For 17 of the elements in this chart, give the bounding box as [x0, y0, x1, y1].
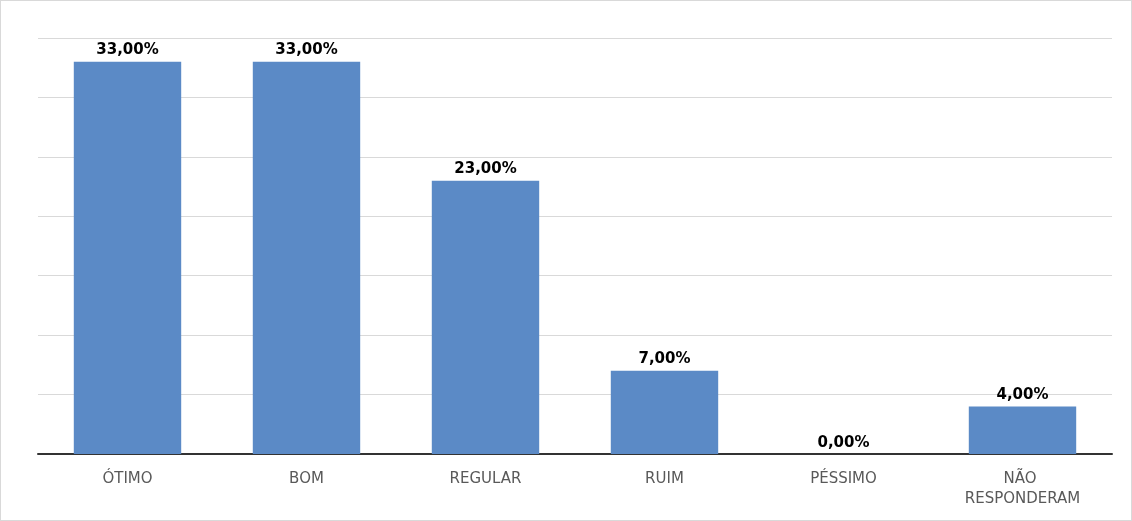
x-tick-label: BOM: [289, 469, 324, 487]
bar: [431, 180, 540, 454]
x-tick-label: REGULAR: [449, 469, 522, 487]
bar: [610, 370, 719, 454]
bar: [968, 406, 1077, 454]
data-label: 7,00%: [638, 349, 691, 368]
x-tick-label: ÓTIMO: [102, 468, 153, 487]
data-label: 0,00%: [817, 432, 870, 451]
bar: [73, 61, 182, 454]
x-tick-label: NÃO RESPONDERAM: [964, 468, 1081, 507]
bar: [252, 61, 361, 454]
data-label: 33,00%: [96, 40, 159, 59]
x-tick-label: PÉSSIMO: [810, 468, 877, 487]
data-label: 4,00%: [996, 384, 1049, 403]
data-label: 23,00%: [454, 159, 517, 178]
x-tick-label: RUIM: [645, 469, 684, 487]
data-label: 33,00%: [275, 40, 338, 59]
